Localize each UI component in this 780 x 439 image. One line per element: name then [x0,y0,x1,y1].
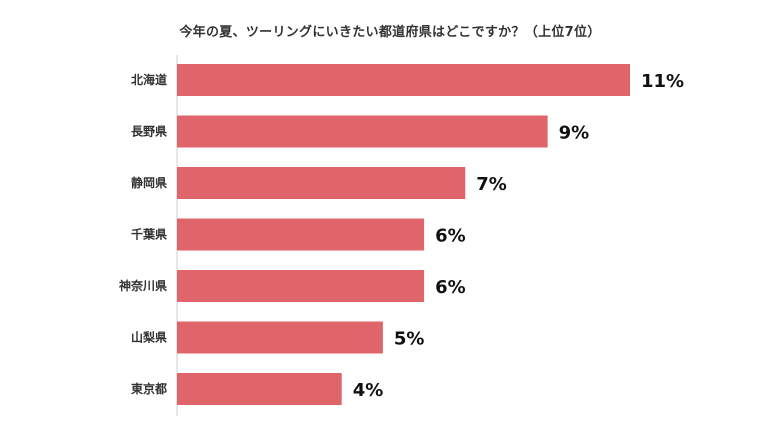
bar-7 [177,373,342,405]
bar-3 [177,167,466,199]
value-label: 9% [559,123,590,144]
bar-1 [177,64,630,96]
category-label: 神奈川県 [119,278,167,293]
bars-group: 北海道 11% 長野県 9% 静岡県 7% 千葉県 6% 神奈川県 6% 山梨県 5% 東京都 4% [119,64,684,405]
bar-2 [177,115,548,148]
bar-6 [177,321,383,354]
value-label: 6% [435,277,466,298]
category-label: 千葉県 [131,227,167,242]
bar-4 [177,218,425,251]
category-label: 東京都 [131,381,167,396]
value-label: 4% [353,380,384,401]
category-label: 山梨県 [131,330,167,345]
category-label: 長野県 [131,124,167,139]
category-label: 北海道 [131,72,167,87]
value-label: 11% [641,71,684,92]
value-label: 5% [394,329,425,350]
value-label: 7% [476,174,507,195]
bar-5 [177,270,425,302]
chart-title: 今年の夏、ツーリングにいきたい都道府県はどこですか？（上位7位） [179,25,601,40]
category-label: 静岡県 [131,175,167,190]
value-label: 6% [435,226,466,247]
